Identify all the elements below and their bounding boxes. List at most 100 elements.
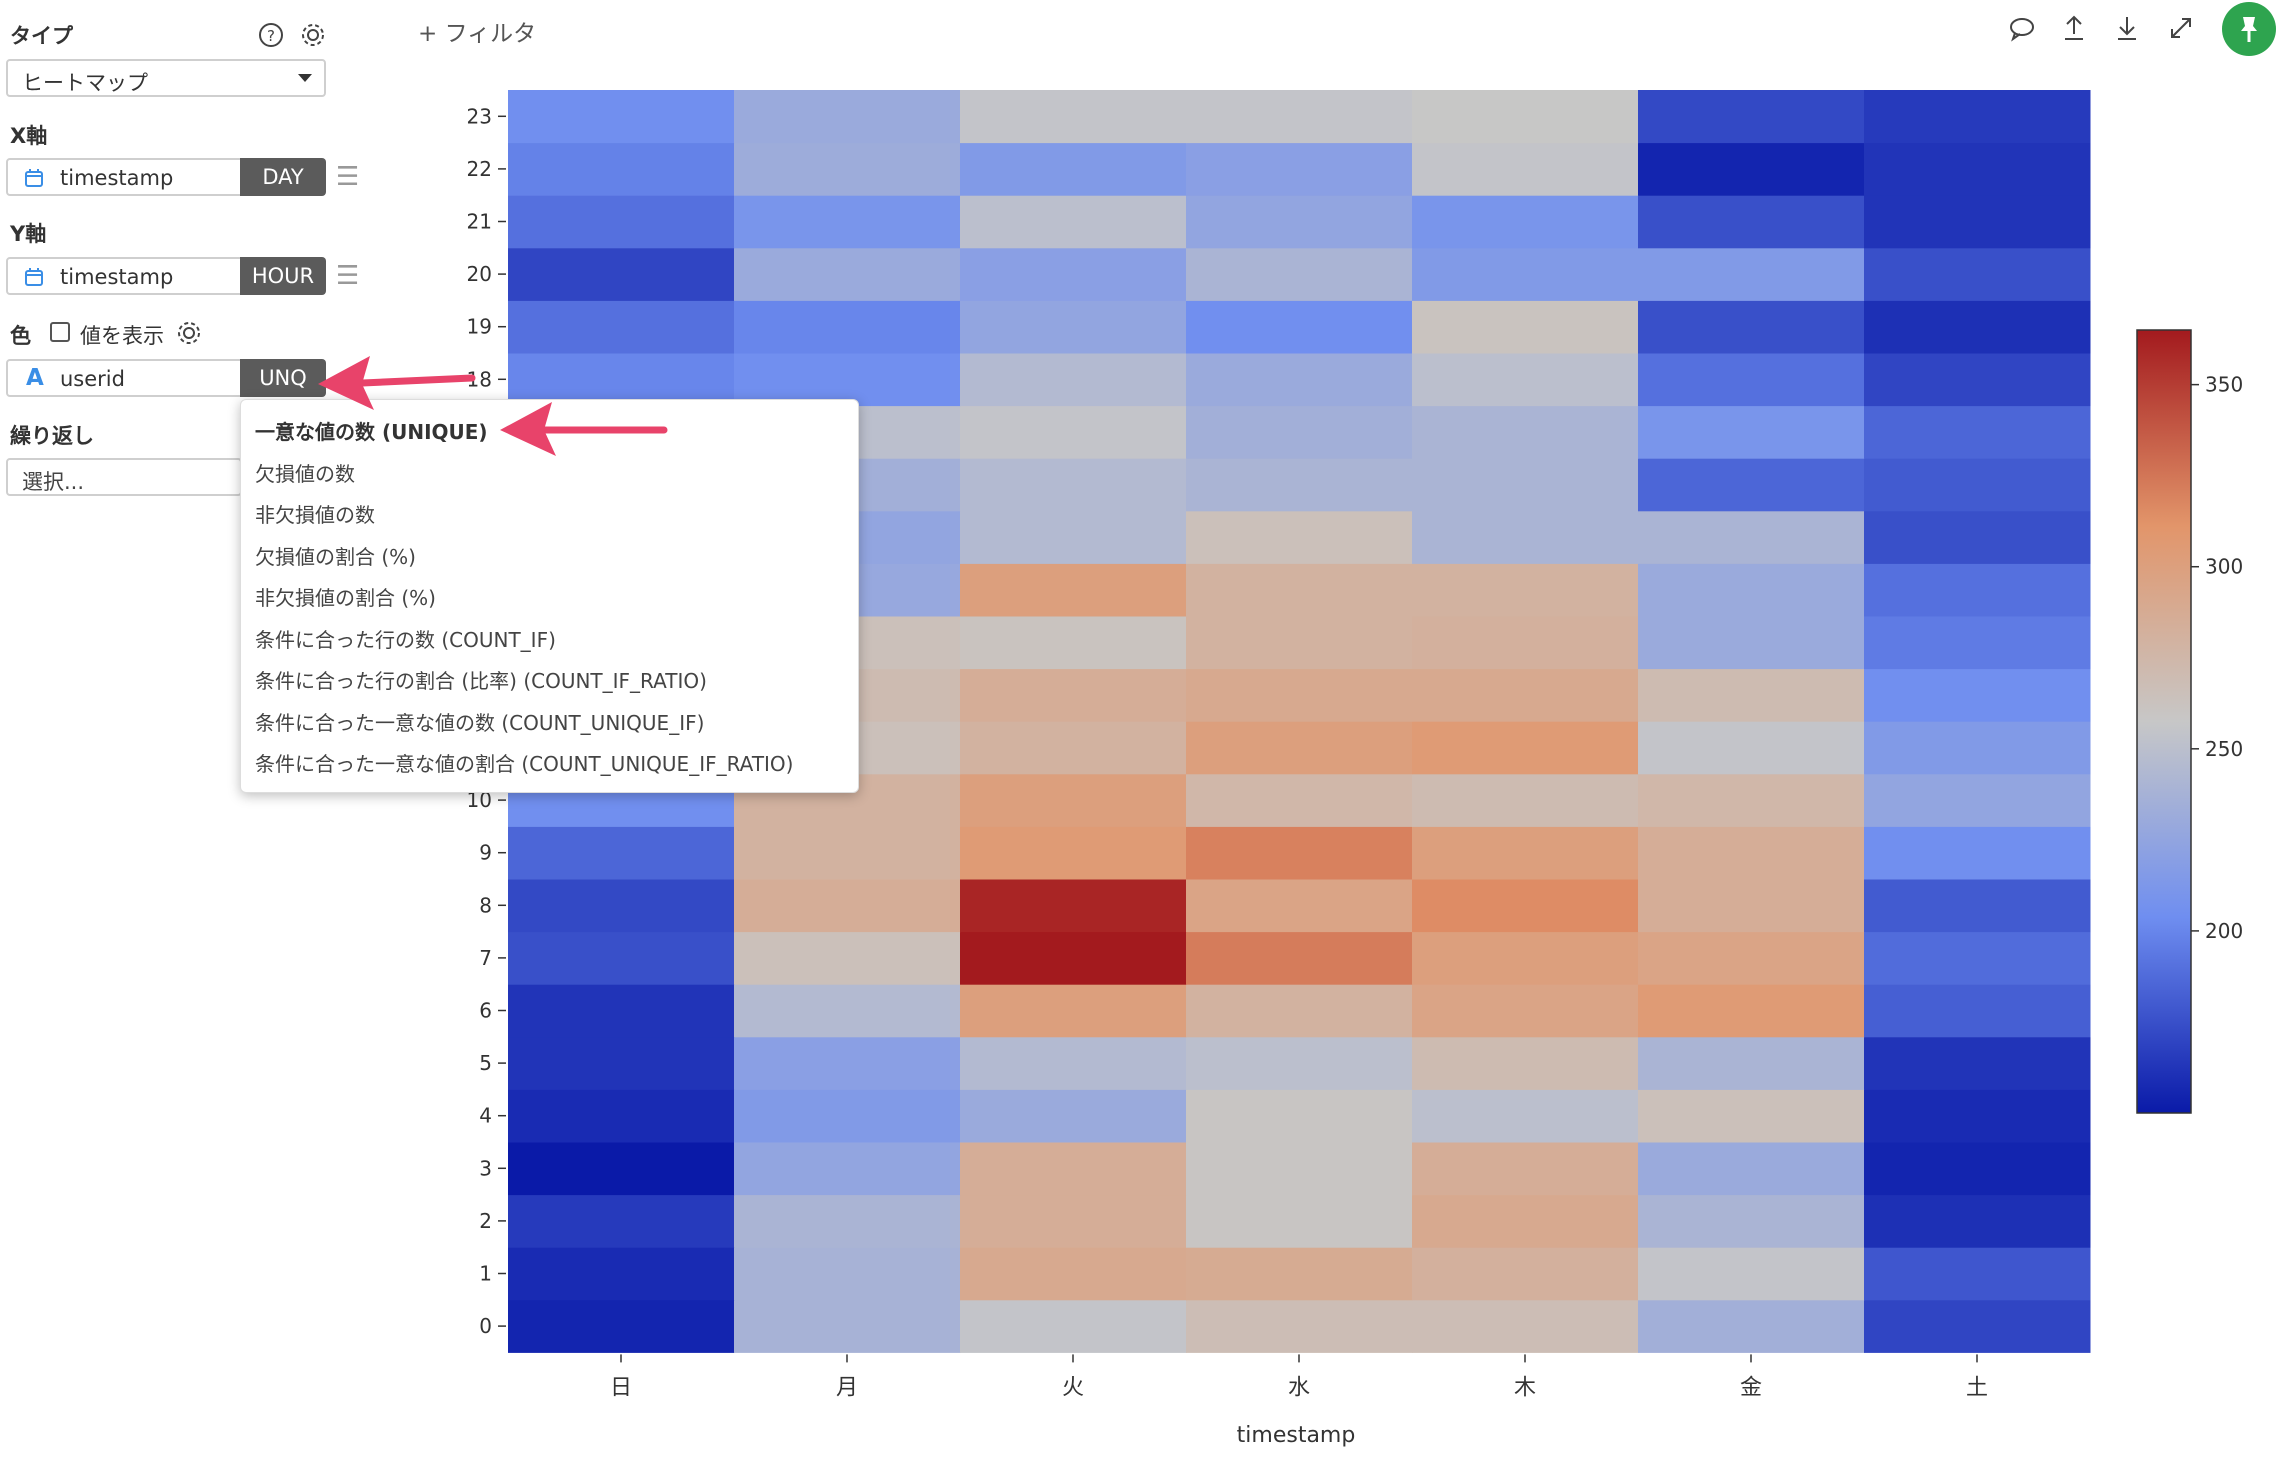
download-icon[interactable] bbox=[2114, 14, 2140, 46]
heatmap-cell bbox=[1412, 1089, 1639, 1143]
pin-button[interactable] bbox=[2222, 2, 2276, 56]
heatmap-cell bbox=[1638, 879, 1865, 933]
heatmap-cell bbox=[508, 984, 735, 1038]
color-field-selector[interactable]: A userid bbox=[6, 359, 242, 397]
heatmap-cell bbox=[960, 879, 1187, 933]
heatmap-cell bbox=[1412, 563, 1639, 617]
heatmap-cell bbox=[1638, 247, 1865, 301]
x-field-selector[interactable]: timestamp bbox=[6, 158, 242, 196]
y-unit-button[interactable]: HOUR bbox=[240, 257, 326, 295]
repeat-select[interactable]: 選択... bbox=[6, 458, 242, 496]
heatmap-cell bbox=[960, 510, 1187, 564]
heatmap-cell bbox=[960, 563, 1187, 617]
heatmap-cell bbox=[1638, 1036, 1865, 1090]
heatmap-cell bbox=[508, 353, 735, 407]
aggregation-option[interactable]: 条件に合った一意な値の割合 (COUNT_UNIQUE_IF_RATIO) bbox=[255, 752, 794, 776]
heatmap-cell bbox=[1412, 458, 1639, 512]
aggregation-option[interactable]: 一意な値の数 (UNIQUE) bbox=[255, 420, 488, 444]
heatmap-cell bbox=[960, 826, 1187, 880]
chart-type-select[interactable]: ヒートマップ bbox=[6, 59, 326, 97]
heatmap-cell bbox=[960, 668, 1187, 722]
heatmap-cell bbox=[1412, 247, 1639, 301]
comment-icon[interactable] bbox=[2008, 14, 2036, 46]
heatmap-cell bbox=[960, 616, 1187, 670]
heatmap-cell bbox=[508, 1194, 735, 1248]
heatmap-cell bbox=[1864, 1089, 2091, 1143]
x-tick-label: 木 bbox=[1514, 1375, 1536, 1400]
heatmap-cell bbox=[960, 984, 1187, 1038]
heatmap-cell bbox=[1412, 142, 1639, 196]
heatmap-cell bbox=[734, 353, 961, 407]
upload-icon[interactable] bbox=[2061, 14, 2087, 46]
aggregation-option[interactable]: 条件に合った行の数 (COUNT_IF) bbox=[255, 627, 556, 652]
heatmap-cell bbox=[1186, 879, 1413, 933]
heatmap-cell bbox=[1412, 353, 1639, 407]
heatmap-cell bbox=[1186, 931, 1413, 985]
expand-icon[interactable] bbox=[2167, 14, 2195, 46]
gear-icon[interactable] bbox=[300, 22, 326, 48]
heatmap-cell bbox=[1186, 984, 1413, 1038]
heatmap-cell bbox=[1638, 721, 1865, 775]
heatmap-cell bbox=[1638, 405, 1865, 459]
aggregation-option[interactable]: 欠損値の数 bbox=[255, 461, 355, 486]
color-gear-icon[interactable] bbox=[176, 320, 202, 346]
aggregation-option[interactable]: 非欠損値の割合 (%) bbox=[255, 586, 436, 610]
aggregation-dropdown[interactable]: 一意な値の数 (UNIQUE) 欠損値の数非欠損値の数欠損値の割合 (%) 非欠損値… bbox=[240, 399, 859, 793]
y-tick-label: 8 bbox=[479, 893, 492, 917]
y-tick-label: 5 bbox=[479, 1051, 492, 1075]
y-tick-label: 2 bbox=[479, 1209, 492, 1233]
y-field-name: timestamp bbox=[60, 265, 174, 289]
add-filter-button[interactable]: + フィルタ bbox=[418, 21, 537, 47]
heatmap-cell bbox=[508, 1036, 735, 1090]
heatmap-cell bbox=[1638, 616, 1865, 670]
heatmap-cell bbox=[1186, 773, 1413, 827]
heatmap-cell bbox=[1186, 616, 1413, 670]
heatmap-cell bbox=[1864, 1194, 2091, 1248]
heatmap-cell bbox=[734, 984, 961, 1038]
heatmap-cell bbox=[734, 826, 961, 880]
heatmap-cell bbox=[1186, 142, 1413, 196]
calendar-icon bbox=[24, 267, 44, 292]
heatmap-cell bbox=[960, 1036, 1187, 1090]
aggregation-option[interactable]: 条件に合った一意な値の数 (COUNT_UNIQUE_IF) bbox=[255, 710, 705, 735]
heatmap-cell bbox=[960, 247, 1187, 301]
colorbar-tick-label: 300 bbox=[2205, 555, 2243, 579]
x-menu-icon[interactable]: ☰ bbox=[336, 162, 360, 192]
heatmap-cell bbox=[1186, 300, 1413, 354]
x-tick-label: 火 bbox=[1062, 1375, 1084, 1400]
colorbar-gradient bbox=[2136, 329, 2192, 1114]
heatmap-cell bbox=[1864, 142, 2091, 196]
heatmap-cell bbox=[1638, 563, 1865, 617]
x-tick-label: 月 bbox=[836, 1375, 858, 1400]
heatmap-cell bbox=[960, 142, 1187, 196]
x-tick-label: 土 bbox=[1966, 1375, 1988, 1400]
y-axis-label: Y軸 bbox=[10, 222, 47, 246]
heatmap-cell bbox=[1412, 931, 1639, 985]
heatmap-cell bbox=[1864, 405, 2091, 459]
y-tick-label: 4 bbox=[479, 1104, 492, 1128]
heatmap-cell bbox=[1864, 616, 2091, 670]
heatmap-cell bbox=[734, 1194, 961, 1248]
show-values-checkbox[interactable] bbox=[50, 322, 70, 342]
heatmap-cell bbox=[1638, 984, 1865, 1038]
aggregation-option[interactable]: 非欠損値の数 bbox=[255, 503, 375, 527]
heatmap-cell bbox=[1412, 510, 1639, 564]
heatmap-cell bbox=[734, 1299, 961, 1353]
heatmap-cell bbox=[1864, 826, 2091, 880]
color-agg-button[interactable]: UNQ bbox=[240, 359, 326, 397]
aggregation-option[interactable]: 条件に合った行の割合 (比率) (COUNT_IF_RATIO) bbox=[255, 669, 707, 693]
heatmap-cell bbox=[1638, 1194, 1865, 1248]
y-tick-label: 7 bbox=[479, 946, 492, 970]
heatmap-cell bbox=[1186, 1247, 1413, 1301]
y-field-selector[interactable]: timestamp bbox=[6, 257, 242, 295]
help-icon[interactable]: ? bbox=[258, 22, 284, 48]
y-menu-icon[interactable]: ☰ bbox=[336, 261, 360, 291]
heatmap-cell bbox=[734, 1089, 961, 1143]
heatmap-cell bbox=[960, 1299, 1187, 1353]
x-tick-label: 日 bbox=[610, 1375, 632, 1400]
heatmap-cell bbox=[1186, 826, 1413, 880]
heatmap-cell bbox=[960, 195, 1187, 249]
x-unit-button[interactable]: DAY bbox=[240, 158, 326, 196]
heatmap-cell bbox=[960, 300, 1187, 354]
aggregation-option[interactable]: 欠損値の割合 (%) bbox=[255, 544, 416, 569]
